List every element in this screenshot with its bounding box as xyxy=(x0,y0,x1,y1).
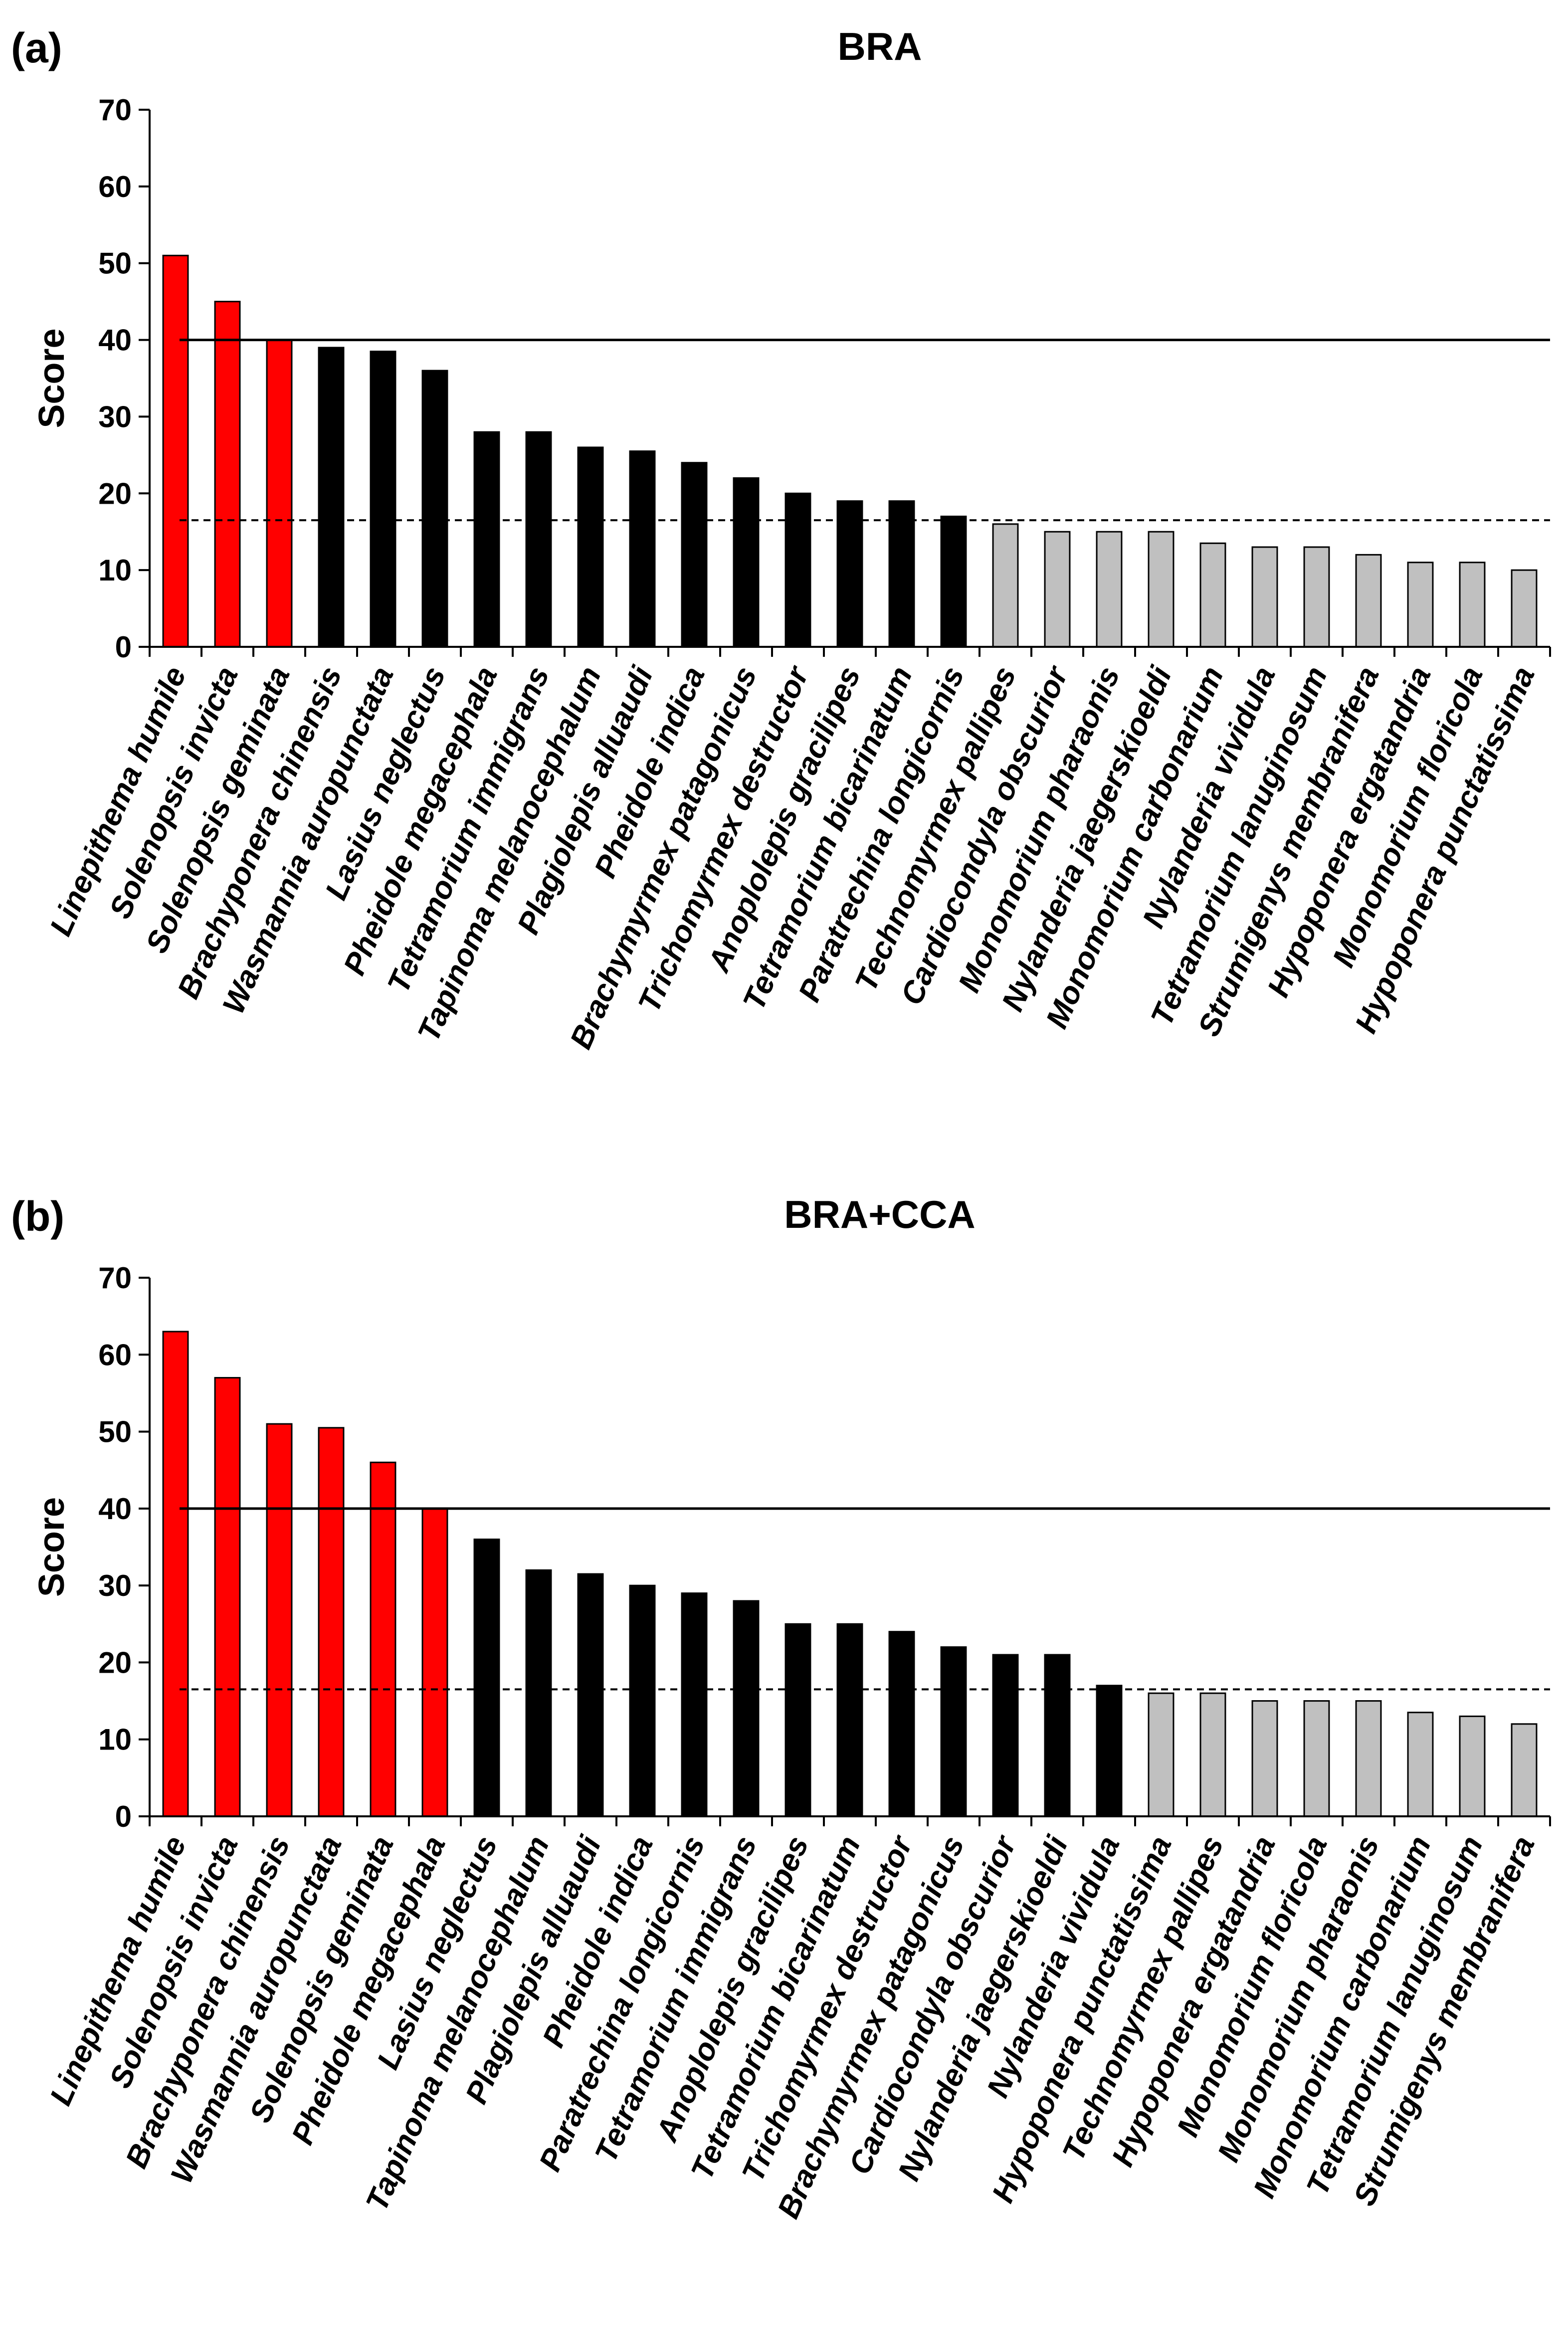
bar xyxy=(733,1600,760,1817)
bar xyxy=(318,1427,345,1817)
y-tick-label: 20 xyxy=(98,1646,132,1679)
panel-letter: (b) xyxy=(11,1193,64,1240)
bar xyxy=(370,1461,396,1817)
bar xyxy=(162,1331,189,1817)
y-tick-label: 70 xyxy=(98,93,132,127)
bar xyxy=(473,431,500,648)
y-tick-label: 30 xyxy=(98,1569,132,1602)
bar xyxy=(1148,1692,1175,1817)
bar xyxy=(1511,1723,1538,1817)
bar xyxy=(784,1623,811,1817)
bar xyxy=(1303,546,1330,648)
bar xyxy=(784,492,811,648)
bar xyxy=(1044,1654,1071,1817)
bar xyxy=(577,446,604,648)
y-tick-label: 40 xyxy=(98,1492,132,1526)
bar xyxy=(1355,554,1382,648)
bar xyxy=(525,1569,552,1817)
bar xyxy=(629,450,656,648)
bar xyxy=(214,301,241,648)
bar xyxy=(1511,569,1538,648)
bar xyxy=(1251,546,1278,648)
y-axis-label: Score xyxy=(32,1497,72,1597)
panel-letter: (a) xyxy=(11,24,62,71)
bar xyxy=(1407,562,1434,648)
bar xyxy=(1199,1692,1226,1817)
chart-title: BRA+CCA xyxy=(784,1192,976,1236)
bar xyxy=(1148,531,1175,648)
bar xyxy=(733,477,760,648)
bar xyxy=(1459,1715,1486,1817)
bar xyxy=(214,1377,241,1817)
bar xyxy=(888,500,915,648)
bar xyxy=(421,1508,448,1817)
bar xyxy=(1355,1700,1382,1817)
bar xyxy=(1044,531,1071,648)
bar xyxy=(940,1646,967,1817)
bar xyxy=(318,347,345,648)
bar xyxy=(525,431,552,648)
bar xyxy=(162,254,189,648)
bar xyxy=(836,500,863,648)
bar xyxy=(1199,542,1226,648)
y-tick-label: 40 xyxy=(98,324,132,357)
bar xyxy=(992,1654,1019,1817)
y-tick-label: 0 xyxy=(115,1800,132,1833)
bar xyxy=(681,462,708,648)
chart-panel-b: (b) BRA+CCAScore010203040506070Linepithem… xyxy=(11,1192,1551,2223)
y-tick-label: 0 xyxy=(115,630,132,664)
y-axis-label: Score xyxy=(32,328,72,428)
bar xyxy=(421,370,448,648)
bar xyxy=(1303,1700,1330,1817)
bar xyxy=(1459,562,1486,648)
y-tick-label: 60 xyxy=(98,1338,132,1371)
y-tick-label: 50 xyxy=(98,1415,132,1449)
y-tick-label: 30 xyxy=(98,400,132,433)
bar xyxy=(1096,531,1123,648)
y-tick-label: 10 xyxy=(98,1723,132,1756)
bar xyxy=(836,1623,863,1817)
chart-title: BRA xyxy=(838,24,922,68)
y-tick-label: 50 xyxy=(98,247,132,280)
y-tick-label: 20 xyxy=(98,477,132,510)
y-tick-label: 70 xyxy=(98,1261,132,1295)
bar xyxy=(370,351,396,648)
bar xyxy=(1407,1712,1434,1817)
y-tick-label: 60 xyxy=(98,170,132,203)
bar xyxy=(1096,1685,1123,1817)
bar xyxy=(992,523,1019,648)
bar xyxy=(473,1539,500,1817)
bar xyxy=(888,1631,915,1817)
bar xyxy=(266,1423,293,1817)
bar xyxy=(940,515,967,648)
y-tick-label: 10 xyxy=(98,554,132,587)
bar xyxy=(1251,1700,1278,1817)
bar xyxy=(681,1592,708,1817)
bar xyxy=(629,1584,656,1817)
bar xyxy=(266,339,293,648)
bar xyxy=(577,1573,604,1817)
